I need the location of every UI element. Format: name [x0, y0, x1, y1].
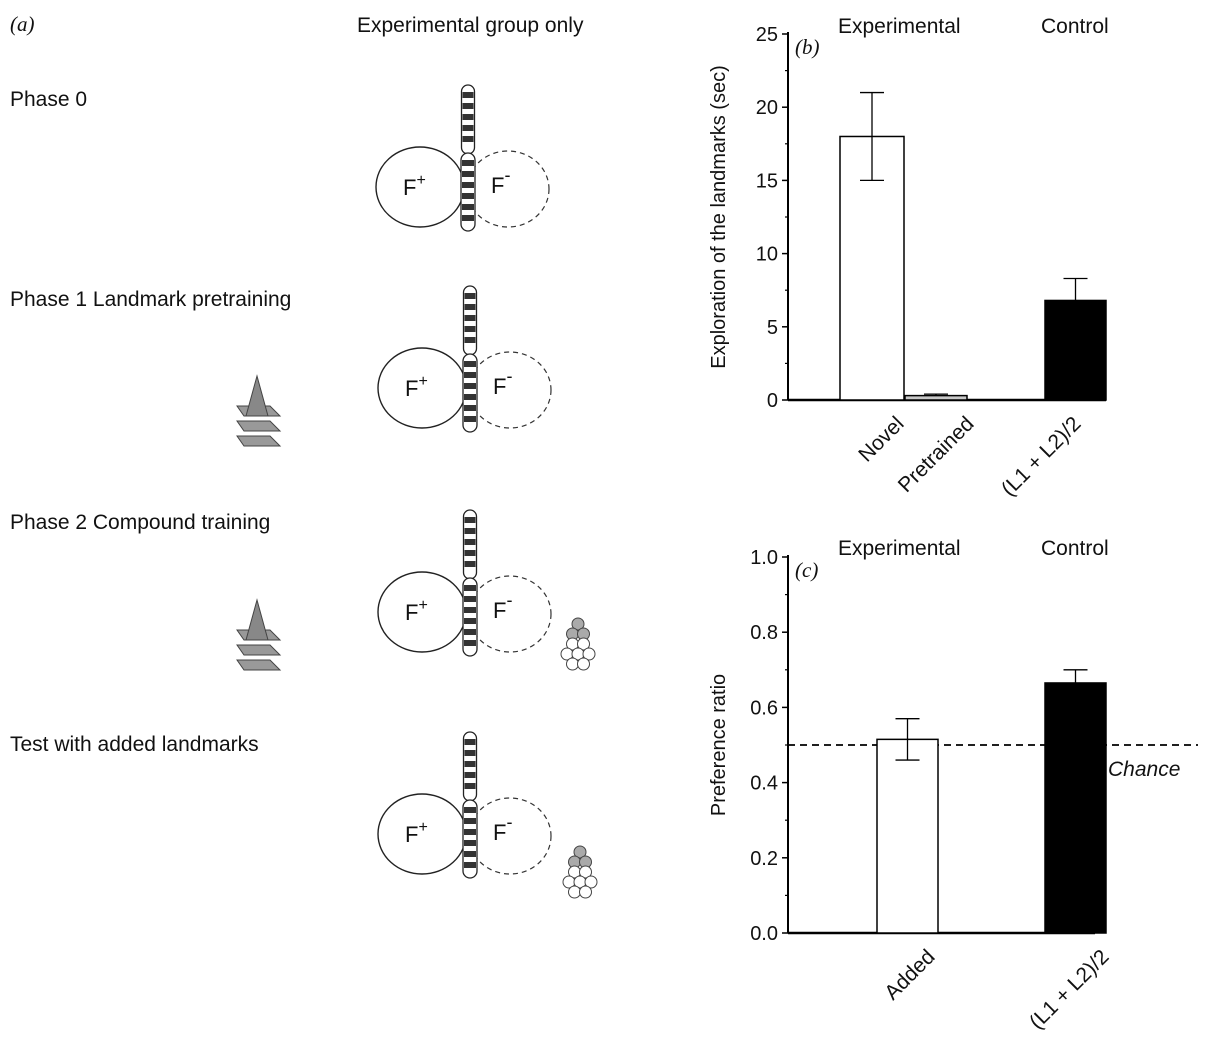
- upper-landmark-pole: [460, 84, 476, 155]
- phase-2-arena: F+ F-: [377, 509, 552, 657]
- pyramid-landmark-phase-1: [236, 374, 282, 447]
- bar-2: [1044, 682, 1107, 934]
- fminus-circle: [466, 150, 550, 228]
- phase-test-label: Test with added landmarks: [10, 733, 259, 756]
- pyramid-landmark-phase-2: [236, 598, 282, 671]
- bar-1: [876, 738, 939, 934]
- group-label-experimental: Experimental: [838, 15, 961, 38]
- y-tick-label: 0.6: [750, 697, 778, 719]
- central-landmark-pole: [462, 577, 478, 657]
- category-label-1: Added: [880, 945, 939, 1004]
- group-label-control: Control: [1041, 537, 1109, 560]
- phase-2-label: Phase 2 Compound training: [10, 511, 271, 534]
- central-landmark-pole: [462, 799, 478, 879]
- central-landmark-pole: [462, 353, 478, 433]
- ball-stack-landmark-test: [562, 845, 598, 899]
- group-label-control: Control: [1041, 15, 1109, 38]
- y-tick-label: 10: [756, 244, 778, 266]
- panel-a-tag: (a): [10, 12, 35, 36]
- y-tick-label: 20: [756, 97, 778, 119]
- phase-0-label: Phase 0: [10, 88, 88, 111]
- group-label-experimental: Experimental: [838, 537, 961, 560]
- fminus-circle: [468, 351, 552, 429]
- y-axis-label: Preference ratio: [708, 674, 730, 816]
- phase-1-arena: F+ F-: [377, 285, 552, 433]
- ball-stack-landmark-phase-2: [560, 617, 596, 671]
- y-tick-label: 25: [756, 24, 778, 46]
- y-tick-label: 15: [756, 170, 778, 192]
- central-landmark-pole: [460, 152, 476, 232]
- y-tick-label: 0.0: [750, 923, 778, 945]
- phase-1-label: Phase 1 Landmark pretraining: [10, 288, 292, 311]
- y-tick-label: 0.2: [750, 848, 778, 870]
- chance-label: Chance: [1108, 758, 1180, 781]
- y-tick-label: 0.8: [750, 622, 778, 644]
- y-tick-label: 0.4: [750, 773, 778, 795]
- y-tick-label: 5: [767, 317, 778, 339]
- y-axis-label: Exploration of the landmarks (sec): [708, 65, 730, 368]
- fminus-circle: [468, 797, 552, 875]
- category-label-2: (L1 + L2)/2: [1025, 945, 1113, 1033]
- fminus-circle: [468, 575, 552, 653]
- panel-tag: (c): [795, 558, 818, 582]
- panel-a-header: Experimental group only: [357, 14, 584, 37]
- phase-diagrams: F+ F-F+ F-F+ F-F+ F-: [236, 84, 598, 899]
- y-tick-label: 0: [767, 390, 778, 412]
- y-tick-label: 1.0: [750, 547, 778, 569]
- panel-tag: (b): [795, 35, 820, 59]
